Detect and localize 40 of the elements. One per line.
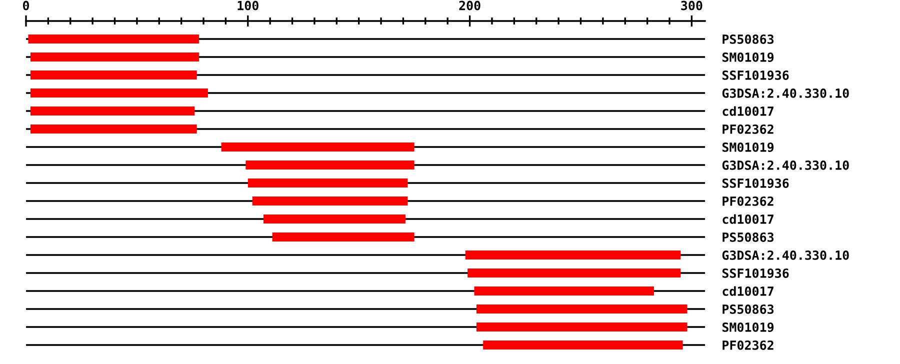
y-tick-label: SSF101936 bbox=[722, 70, 789, 80]
y-tick-label: SM01019 bbox=[722, 322, 774, 332]
bar bbox=[252, 196, 408, 206]
bar bbox=[246, 160, 414, 170]
bar bbox=[30, 70, 197, 80]
bar bbox=[465, 250, 681, 260]
bar bbox=[474, 286, 654, 296]
y-tick-label: SSF101936 bbox=[722, 268, 789, 278]
y-tick-label: PS50863 bbox=[722, 304, 774, 314]
y-tick-label: SM01019 bbox=[722, 52, 774, 62]
bar bbox=[476, 304, 688, 314]
y-tick-label: G3DSA:2.40.330.10 bbox=[722, 88, 849, 98]
y-tick-label: cd10017 bbox=[722, 106, 774, 116]
bar bbox=[468, 268, 681, 278]
bar bbox=[263, 214, 406, 224]
y-tick-label: PS50863 bbox=[722, 232, 774, 242]
x-tick-label: 0 bbox=[22, 0, 30, 10]
bar bbox=[30, 88, 208, 98]
y-tick-label: cd10017 bbox=[722, 214, 774, 224]
y-tick-label: SSF101936 bbox=[722, 178, 789, 188]
y-tick-label: PF02362 bbox=[722, 340, 774, 350]
y-tick-label: PF02362 bbox=[722, 196, 774, 206]
y-tick-label: SM01019 bbox=[722, 142, 774, 152]
y-tick-label: G3DSA:2.40.330.10 bbox=[722, 160, 849, 170]
x-tick-label: 300 bbox=[681, 0, 702, 10]
y-tick-label: G3DSA:2.40.330.10 bbox=[722, 250, 849, 260]
bar bbox=[483, 340, 683, 350]
y-tick-label: PF02362 bbox=[722, 124, 774, 134]
bar bbox=[476, 322, 688, 332]
bar bbox=[272, 232, 414, 242]
bar bbox=[221, 142, 414, 152]
bar bbox=[248, 178, 408, 188]
x-tick-label: 100 bbox=[238, 0, 258, 10]
bar bbox=[30, 106, 195, 116]
x-tick-label: 200 bbox=[459, 0, 480, 10]
bar bbox=[30, 124, 197, 134]
bar bbox=[30, 52, 200, 62]
y-tick-label: PS50863 bbox=[722, 34, 774, 44]
y-tick-label: cd10017 bbox=[722, 286, 774, 296]
bar bbox=[28, 34, 200, 44]
